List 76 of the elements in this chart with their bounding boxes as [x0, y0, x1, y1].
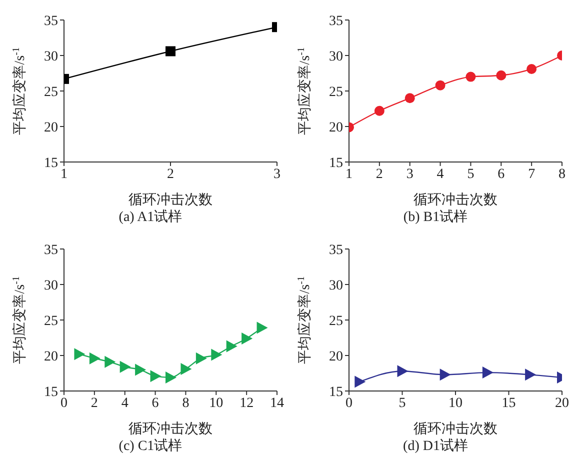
point — [404, 93, 415, 104]
x-tick-label: 20 — [555, 396, 569, 411]
x-axis-title: 循环冲击次数 — [414, 192, 498, 208]
x-tick-label: 8 — [182, 396, 190, 411]
point — [526, 64, 537, 74]
point — [496, 70, 506, 80]
point — [354, 376, 366, 388]
point — [226, 340, 238, 352]
y-tick-label: 15 — [44, 384, 58, 400]
x-tick-label: 3 — [274, 166, 280, 182]
text: (c) C1试样 — [118, 438, 184, 455]
x-tick-label: 1 — [346, 166, 352, 182]
y-tick-label: 35 — [44, 242, 58, 258]
y-tick-label: 20 — [329, 349, 343, 364]
x-axis-title: 循环冲击次数 — [414, 421, 498, 437]
point — [135, 364, 146, 376]
x-tick-label: 15 — [502, 396, 516, 411]
point — [120, 360, 131, 373]
x-tick-label: 2 — [167, 166, 174, 182]
x-tick-label: 1 — [60, 166, 68, 182]
x-tick-label: 14 — [270, 396, 284, 411]
y-tick-label: 35 — [44, 14, 58, 29]
y-tick-label: 30 — [44, 49, 58, 64]
point — [374, 106, 384, 116]
point — [466, 72, 476, 82]
y-tick-label: 25 — [329, 84, 343, 100]
y-tick-label: 35 — [329, 242, 343, 258]
point — [166, 372, 176, 384]
y-tick-label: 15 — [329, 384, 343, 400]
x-tick-label: 5 — [467, 166, 474, 182]
point — [256, 322, 268, 334]
x-tick-label: 3 — [406, 166, 414, 182]
point — [397, 365, 408, 378]
y-tick-label: 25 — [329, 314, 343, 329]
text: (a) A1试样 — [118, 208, 184, 226]
x-tick-label: 6 — [152, 396, 159, 411]
y-tick-label: 20 — [44, 120, 58, 136]
point — [525, 368, 536, 381]
point — [196, 352, 207, 364]
y-tick-label: 30 — [44, 278, 58, 294]
y-tick-label: 20 — [44, 349, 58, 364]
point — [104, 356, 116, 368]
x-tick-label: 8 — [558, 166, 566, 182]
x-axis-title: 循环冲击次数 — [128, 192, 212, 208]
y-tick-label: 30 — [329, 278, 343, 294]
x-tick-label: 12 — [240, 396, 254, 411]
y-tick-label: 25 — [44, 84, 58, 100]
x-tick-label: 10 — [448, 396, 462, 411]
x-tick-label: 7 — [528, 166, 536, 182]
y-tick-label: 15 — [44, 156, 58, 171]
y-tick-label: 20 — [329, 120, 343, 136]
x-tick-label: 5 — [398, 396, 406, 411]
x-tick-label: 2 — [376, 166, 383, 182]
point — [89, 352, 100, 364]
x-tick-label: 0 — [346, 396, 352, 411]
y-tick-label: 30 — [329, 49, 343, 64]
point — [180, 362, 192, 375]
point — [435, 80, 446, 90]
point — [440, 368, 451, 381]
x-tick-label: 4 — [436, 166, 444, 182]
y-tick-label: 35 — [329, 14, 343, 29]
point — [242, 332, 253, 344]
x-tick-label: 4 — [121, 396, 128, 411]
x-tick-label: 2 — [90, 396, 98, 411]
text: (b) B1试样 — [402, 208, 469, 226]
text: (d) D1试样 — [402, 438, 469, 455]
y-tick-label: 25 — [44, 314, 58, 329]
x-tick-label: 0 — [60, 396, 68, 411]
point — [211, 348, 222, 361]
y-tick-label: 15 — [329, 156, 343, 171]
x-axis-title: 循环冲击次数 — [128, 421, 212, 437]
point — [482, 366, 494, 379]
x-tick-label: 6 — [498, 166, 505, 182]
point — [74, 348, 86, 360]
x-tick-label: 10 — [209, 396, 224, 411]
point — [150, 370, 162, 382]
